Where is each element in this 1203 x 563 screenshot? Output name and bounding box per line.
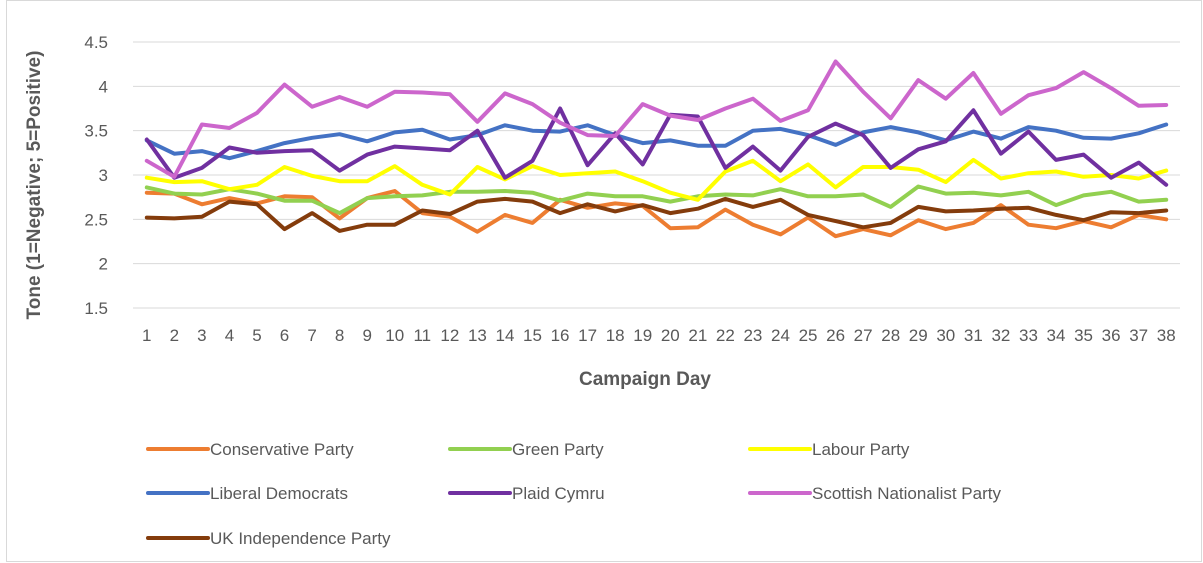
legend-label: Conservative Party — [210, 440, 354, 459]
legend-label: UK Independence Party — [210, 529, 391, 548]
y-tick-label: 3.5 — [84, 122, 108, 141]
x-tick-label: 15 — [523, 326, 542, 345]
series-line — [144, 59, 1169, 179]
x-tick-label: 13 — [468, 326, 487, 345]
x-tick-label: 3 — [197, 326, 206, 345]
x-tick-label: 1 — [142, 326, 151, 345]
y-axis-ticks: 1.5 2 2.5 3 3.5 4 4.5 — [84, 33, 108, 318]
legend-label: Plaid Cymru — [512, 484, 605, 503]
x-tick-label: 32 — [991, 326, 1010, 345]
x-tick-label: 11 — [413, 326, 431, 345]
x-tick-label: 18 — [606, 326, 625, 345]
x-axis-ticks: 1 2 3 4 5 6 7 8 9 10 11 12 13 14 15 16 17 18 19 20 21 22 23 24 2… — [142, 326, 1176, 345]
x-tick-label: 20 — [661, 326, 680, 345]
x-tick-label: 12 — [440, 326, 459, 345]
series-lines — [144, 59, 1169, 239]
x-tick-label: 4 — [225, 326, 234, 345]
x-tick-label: 2 — [170, 326, 179, 345]
x-tick-label: 36 — [1102, 326, 1121, 345]
y-tick-label: 3 — [99, 166, 108, 185]
x-tick-label: 30 — [936, 326, 955, 345]
legend-label: Scottish Nationalist Party — [812, 484, 1001, 503]
y-axis-title: Tone (1=Negative; 5=Positive) — [24, 51, 45, 320]
y-tick-label: 2 — [99, 255, 108, 274]
x-tick-label: 35 — [1074, 326, 1093, 345]
x-tick-label: 37 — [1129, 326, 1148, 345]
legend-label: Green Party — [512, 440, 604, 459]
x-tick-label: 8 — [335, 326, 344, 345]
x-tick-label: 16 — [551, 326, 570, 345]
legend-item: Conservative Party — [146, 440, 354, 459]
legend: Conservative Party Green Party Labour Part… — [146, 440, 1001, 548]
legend-item: Scottish Nationalist Party — [748, 484, 1001, 503]
legend-item: Plaid Cymru — [448, 484, 605, 503]
legend-item: Liberal Democrats — [146, 484, 348, 503]
x-tick-label: 10 — [385, 326, 404, 345]
x-tick-label: 14 — [495, 326, 514, 345]
x-tick-label: 5 — [252, 326, 261, 345]
x-tick-label: 21 — [688, 326, 707, 345]
x-tick-label: 6 — [280, 326, 289, 345]
y-tick-label: 2.5 — [84, 210, 108, 229]
gridlines — [133, 41, 1180, 309]
legend-label: Liberal Democrats — [210, 484, 348, 503]
series-line — [144, 196, 1169, 233]
x-tick-label: 34 — [1047, 326, 1066, 345]
x-tick-label: 24 — [771, 326, 790, 345]
x-tick-label: 28 — [881, 326, 900, 345]
x-tick-label: 27 — [854, 326, 873, 345]
x-tick-label: 22 — [716, 326, 735, 345]
legend-item: Green Party — [448, 440, 604, 459]
x-tick-label: 26 — [826, 326, 845, 345]
series-line — [144, 184, 1169, 216]
y-tick-label: 4 — [99, 77, 108, 96]
x-axis-title: Campaign Day — [579, 369, 711, 390]
x-tick-label: 9 — [362, 326, 371, 345]
y-tick-label: 1.5 — [84, 299, 108, 318]
legend-item: Labour Party — [748, 440, 910, 459]
x-tick-label: 33 — [1019, 326, 1038, 345]
x-tick-label: 31 — [964, 326, 983, 345]
x-tick-label: 29 — [909, 326, 928, 345]
x-tick-label: 19 — [633, 326, 652, 345]
x-tick-label: 38 — [1157, 326, 1176, 345]
legend-label: Labour Party — [812, 440, 910, 459]
x-tick-label: 17 — [578, 326, 597, 345]
y-tick-label: 4.5 — [84, 33, 108, 52]
series-line — [144, 157, 1169, 202]
chart-frame — [6, 0, 1202, 562]
x-tick-label: 23 — [743, 326, 762, 345]
legend-item: UK Independence Party — [146, 529, 391, 548]
series-line — [144, 106, 1169, 187]
x-tick-label: 25 — [799, 326, 818, 345]
x-tick-label: 7 — [307, 326, 316, 345]
